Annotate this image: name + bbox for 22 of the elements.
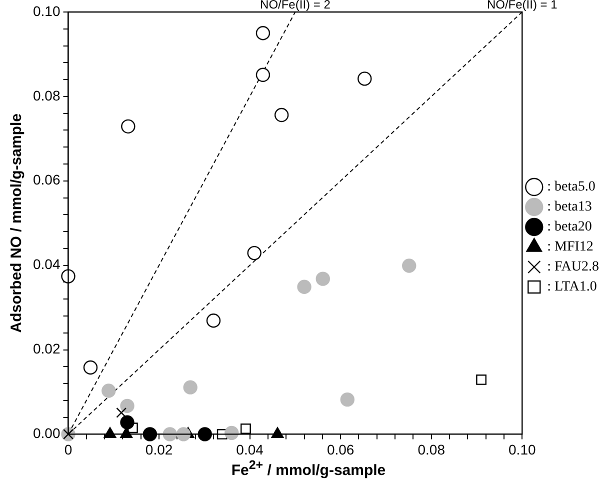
- x-tick-label: 0.04: [236, 441, 264, 458]
- legend-label: : beta13: [547, 200, 592, 215]
- y-tick-label: 0.06: [33, 172, 60, 188]
- y-tick-label: 0.10: [33, 2, 60, 19]
- x-axis-title: Fe$^{2+}$ / mmol/g-sample: [230, 458, 387, 479]
- y-tick-label: 0.04: [33, 256, 60, 272]
- legend-label: : beta20: [547, 220, 592, 235]
- y-axis-title: Adsorbed NO / mmol/g-sample: [8, 114, 26, 333]
- y-tick-label: 0.08: [33, 87, 60, 104]
- legend-label: : beta5.0: [547, 180, 596, 195]
- x-tick-label: 0.06: [326, 441, 354, 458]
- x-tick-label: 0: [64, 441, 72, 458]
- x-tick-label: 0.08: [418, 441, 446, 458]
- series-label: NO/Fe(II) = 2: [260, 0, 331, 12]
- legend-label: : LTA1.0: [547, 280, 597, 295]
- y-tick-label: 0.00: [33, 425, 60, 442]
- y-tick-label: 0.02: [33, 340, 60, 357]
- legend-label: : FAU2.8: [547, 260, 599, 275]
- legend-label: : MFI12: [547, 240, 594, 255]
- series-label: NO/Fe(II) = 1: [486, 0, 558, 12]
- x-tick-label: 0.10: [508, 441, 536, 458]
- x-tick-label: 0.02: [145, 441, 173, 458]
